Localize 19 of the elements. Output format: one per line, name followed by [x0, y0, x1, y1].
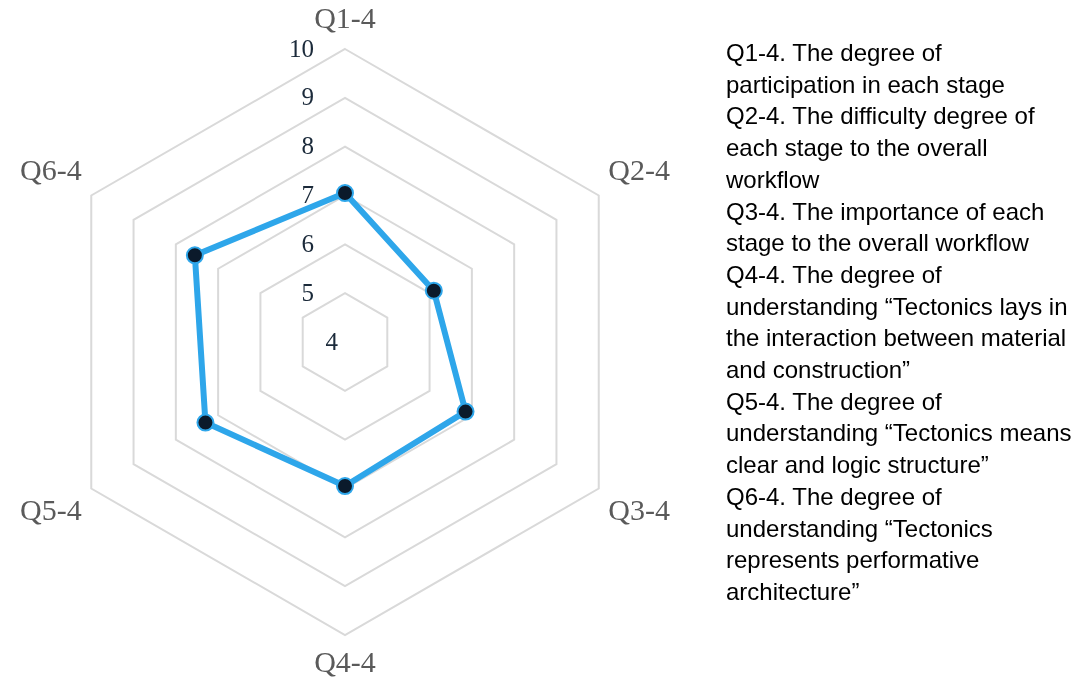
y-tick-label: 10: [289, 34, 314, 62]
spoke-label: Q4-4: [314, 644, 376, 678]
y-tick-label: 6: [301, 229, 314, 257]
text: Q1-4. The degree of participation in each stage: [726, 38, 1006, 100]
text: Q5-4. The degree of understanding “Tectonics means clear and logic structure”: [726, 386, 1073, 481]
spoke-label: Q5-4: [20, 492, 82, 526]
spoke-label: Q1-4: [314, 0, 376, 34]
spoke-label: Q2-4: [608, 152, 670, 186]
text: Q3-4. The importance of each stage to the overall workflow: [726, 196, 1046, 259]
y-tick-label: 9: [301, 83, 314, 111]
y-tick-label: 4: [325, 327, 339, 355]
text: Q2-4. The difficulty degree of each stage to the overall workflow: [726, 101, 1036, 195]
y-tick-label: 5: [301, 278, 314, 306]
spoke-label: Q6-4: [20, 152, 82, 186]
y-tick-label: 8: [301, 132, 314, 160]
spoke-label: Q3-4: [608, 492, 670, 526]
y-tick-label: 7: [301, 181, 314, 209]
text: Q4-4. The degree of understanding “Tectonics lays in the interaction between material and construction”: [726, 259, 1069, 386]
text: Q6-4. The degree of understanding “Tectonics represents performative architecture”: [726, 481, 994, 607]
